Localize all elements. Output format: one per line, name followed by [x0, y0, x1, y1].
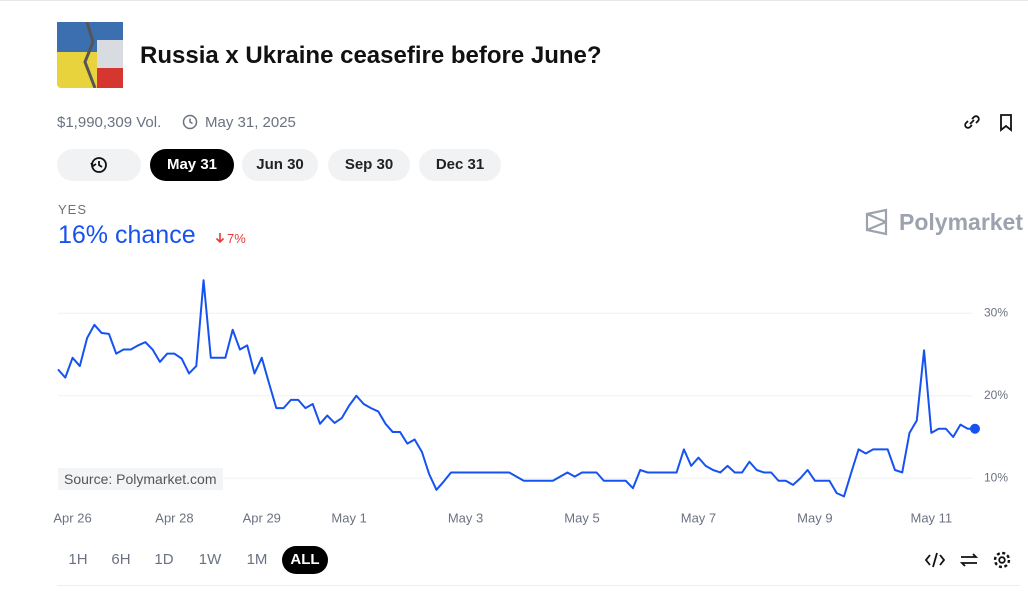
end-date: May 31, 2025: [205, 114, 296, 131]
range-button[interactable]: 1M: [246, 551, 268, 568]
down-arrow: [215, 233, 225, 244]
range-button[interactable]: ALL: [282, 546, 328, 574]
link-icon[interactable]: [962, 112, 982, 132]
x-tick-label: May 9: [797, 510, 832, 525]
x-tick-label: Apr 28: [155, 510, 193, 525]
date-tab[interactable]: May 31: [150, 149, 234, 181]
change: 7%: [227, 231, 246, 246]
clock-icon: [182, 114, 198, 130]
x-tick-label: May 11: [910, 510, 952, 525]
x-tick-label: May 5: [564, 510, 599, 525]
range-button[interactable]: 1H: [68, 551, 88, 568]
x-tick-label: May 3: [448, 510, 483, 525]
range-button[interactable]: 6H: [111, 551, 131, 568]
outcome-label: YES: [58, 202, 88, 217]
history-tab[interactable]: [57, 149, 141, 181]
brand-name: Polymarket: [899, 209, 1024, 235]
source-note: Source: Polymarket.com: [58, 468, 223, 490]
y-tick-label: 30%: [984, 305, 1008, 319]
bookmark-icon[interactable]: [996, 112, 1016, 132]
settings-icon[interactable]: [991, 550, 1013, 570]
history-icon: [90, 157, 107, 173]
brand-logo: [865, 208, 888, 236]
y-tick-label: 20%: [984, 388, 1008, 402]
x-tick-label: May 7: [681, 510, 716, 525]
top-border: [0, 0, 1028, 1]
bottom-divider: [57, 585, 1020, 586]
x-tick-label: Apr 26: [53, 510, 91, 525]
date-tab[interactable]: Jun 30: [242, 149, 318, 181]
current-point: [970, 423, 980, 434]
y-tick-label: 10%: [984, 470, 1008, 484]
range-button[interactable]: 1W: [198, 551, 222, 568]
price-line: [57, 279, 975, 498]
volume: $1,990,309 Vol.: [57, 114, 162, 131]
market-title: Russia x Ukraine ceasefire before June?: [140, 42, 602, 69]
date-tab[interactable]: Dec 31: [419, 149, 501, 181]
swap-icon[interactable]: [958, 550, 980, 570]
date-tab[interactable]: Sep 30: [328, 149, 410, 181]
chance: 16% chance: [58, 221, 196, 249]
market-image: [57, 22, 123, 88]
range-button[interactable]: 1D: [154, 551, 174, 568]
embed-icon[interactable]: [924, 550, 946, 570]
x-tick-label: May 1: [331, 510, 366, 525]
x-tick-label: Apr 29: [243, 510, 281, 525]
